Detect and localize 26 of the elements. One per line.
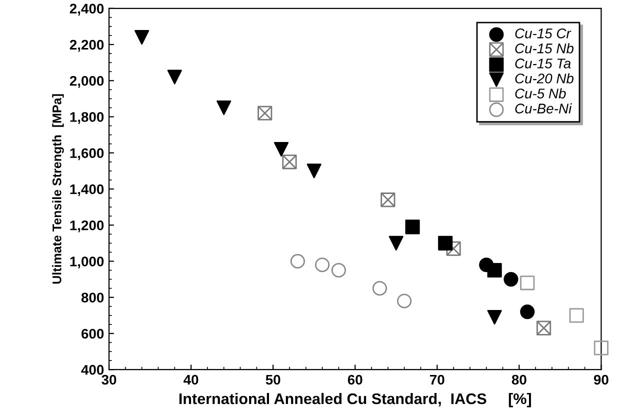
legend-label: Cu-Be-Ni (515, 103, 572, 114)
y-tick-label: 800 (81, 292, 104, 303)
y-tick-label: 600 (82, 328, 104, 339)
x-tick-label: 30 (102, 374, 116, 385)
x-axis-title: International Annealed Cu Standard, IACS [%] (179, 392, 531, 408)
y-tick-label: 1,800 (70, 112, 104, 124)
legend-label: Cu-15 Nb (515, 43, 574, 54)
y-tick-label: 1,600 (70, 148, 104, 160)
x-tick-label: 50 (266, 374, 280, 385)
legend-label: Cu-15 Ta (515, 58, 571, 68)
y-tick-label: 2,200 (70, 40, 104, 52)
legend-label: Cu-5 Nb (515, 88, 566, 98)
y-tick-label: 1,200 (70, 220, 104, 232)
x-tick-label: 80 (512, 374, 526, 385)
y-tick-label: 1,000 (70, 256, 104, 268)
x-tick-label: 90 (594, 374, 608, 385)
x-tick-label: 70 (430, 374, 444, 385)
y-tick-label: 400 (81, 364, 104, 375)
y-axis-title: Ultimate Tensile Strength [MPa] (52, 94, 64, 284)
y-tick-label: 2,000 (70, 76, 104, 88)
legend-label: Cu-15 Cr (515, 28, 572, 38)
y-tick-label: 2,400 (70, 4, 104, 16)
y-tick-label: 1,400 (70, 184, 104, 196)
legend-label: Cu-20 Nb (515, 73, 574, 84)
x-tick-label: 40 (184, 374, 198, 385)
x-tick-label: 60 (348, 374, 362, 385)
